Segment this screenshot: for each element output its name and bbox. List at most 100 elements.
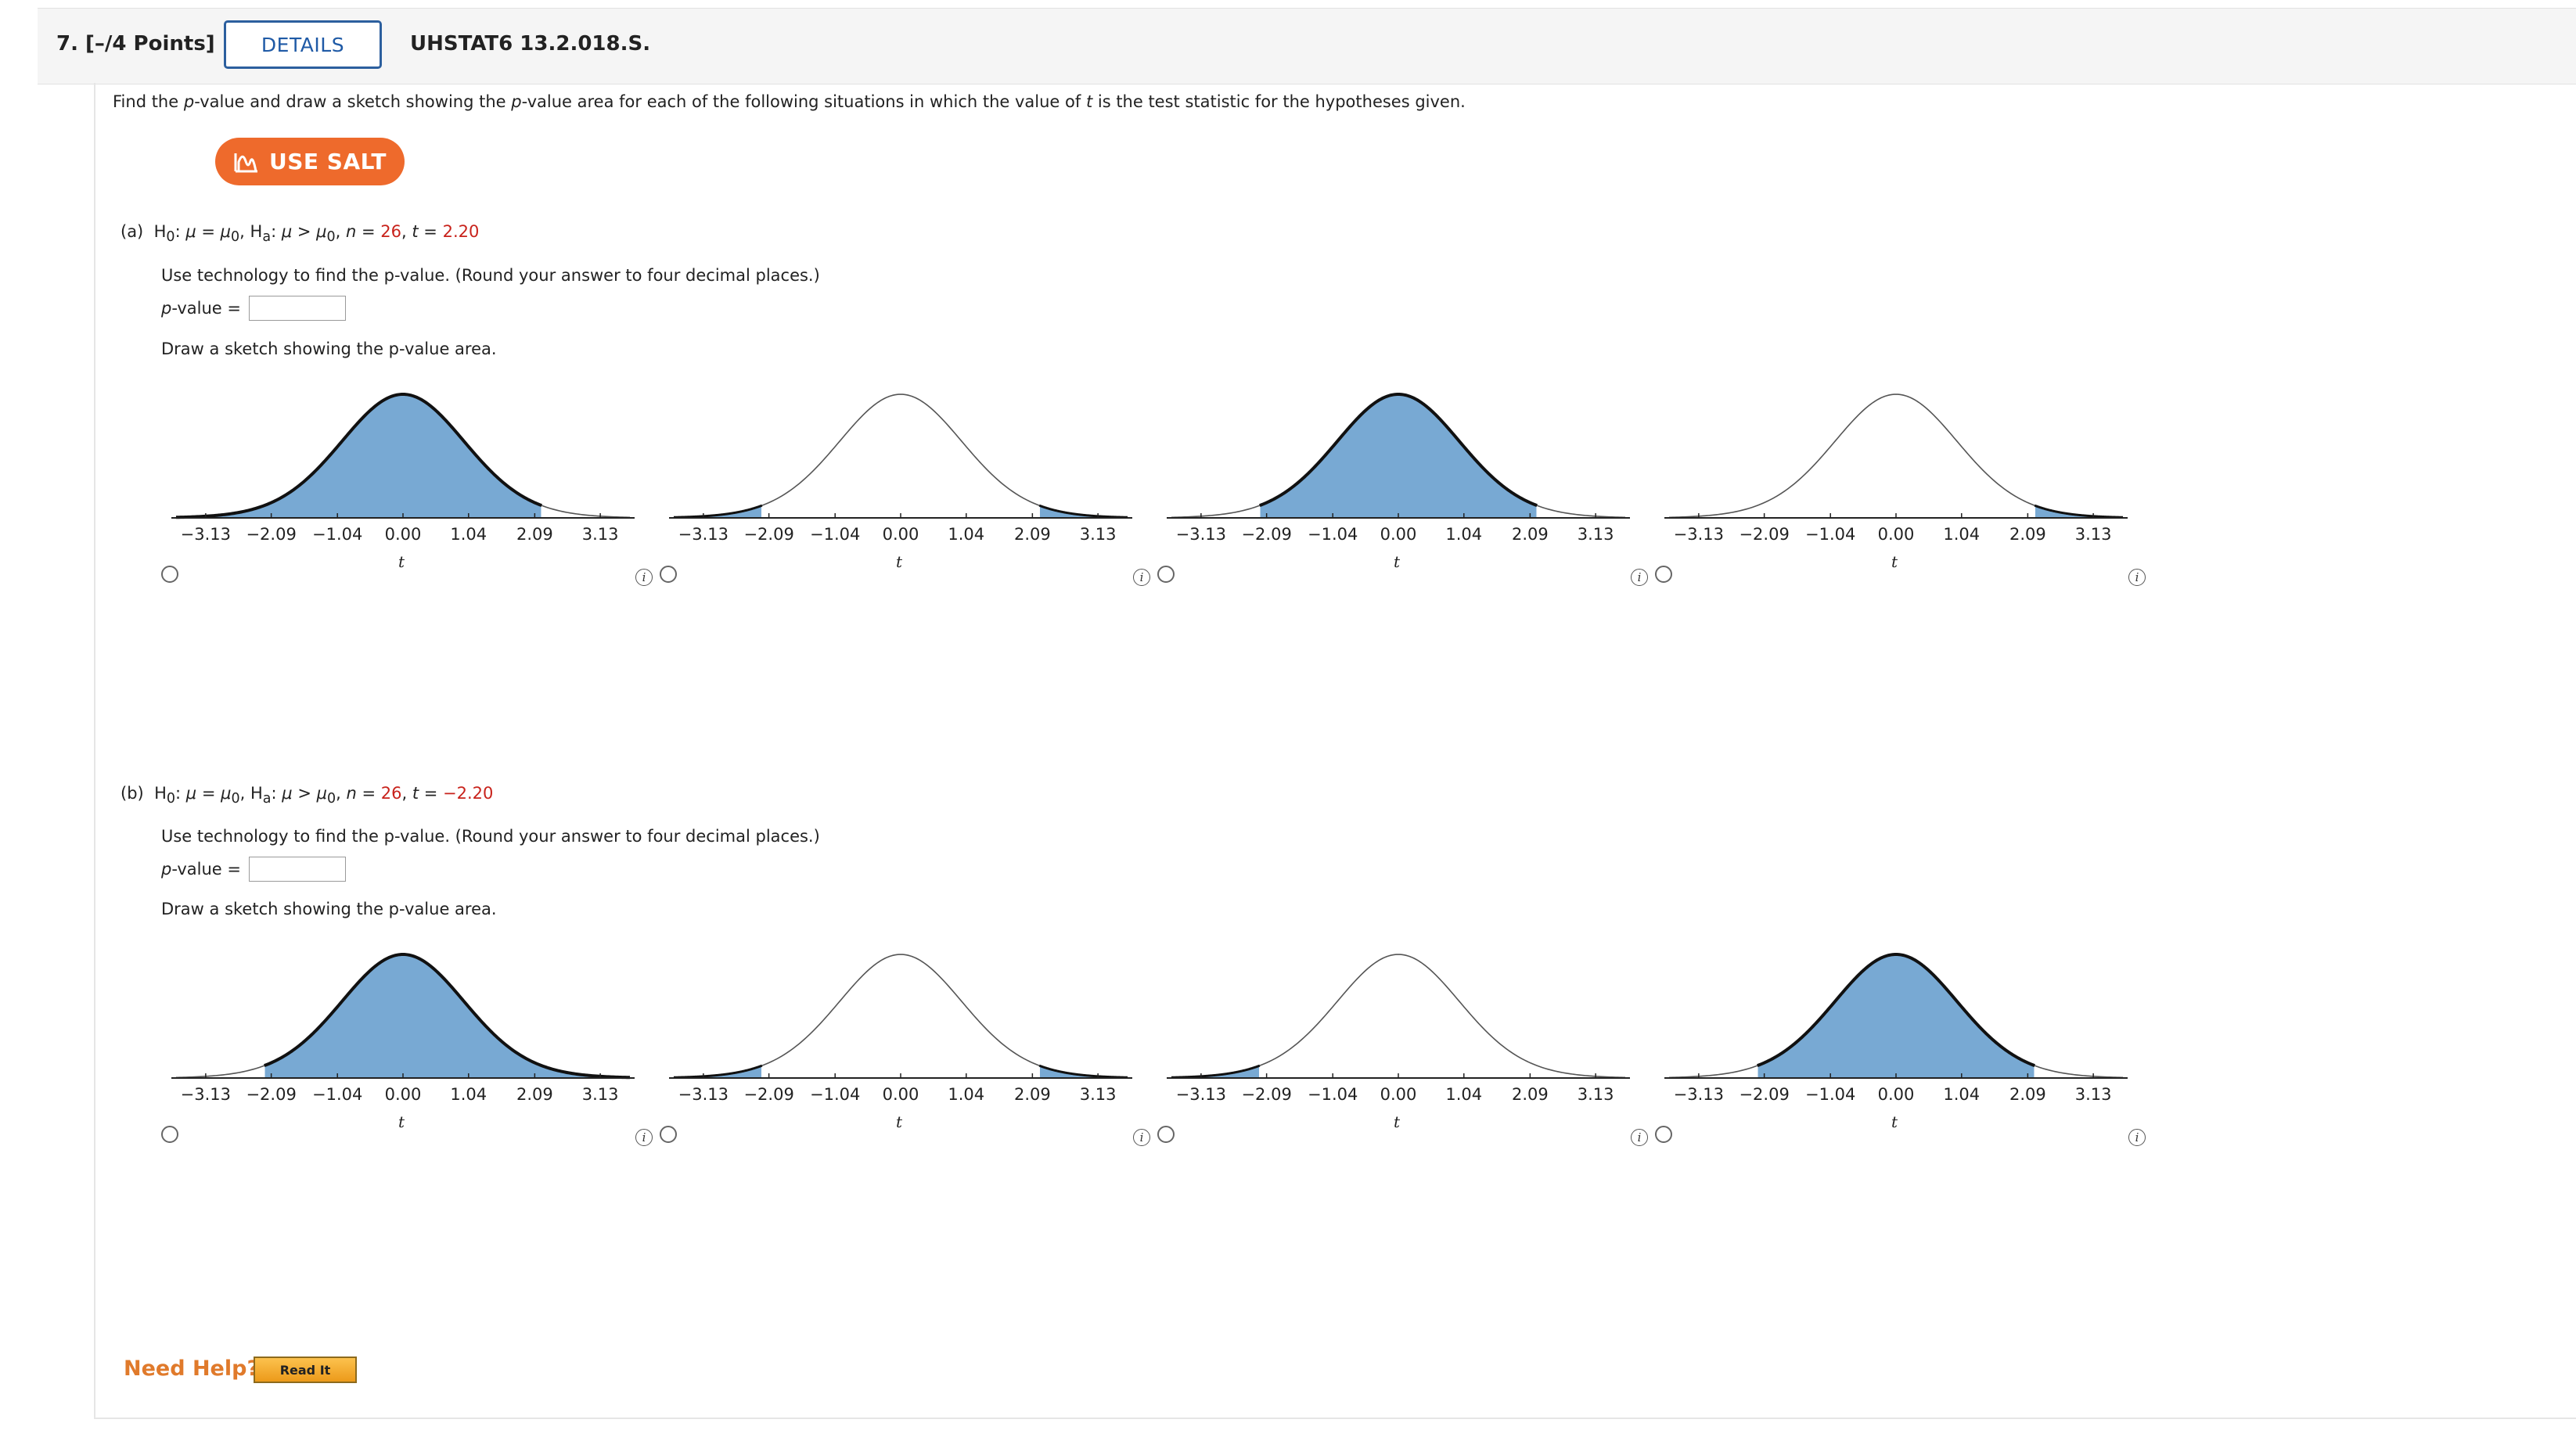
x-tick-label: −3.13 [181,1085,231,1104]
x-axis-title: t [1891,1112,1898,1131]
x-tick-label: −1.04 [1308,525,1358,544]
x-tick-label: 1.04 [948,1085,984,1104]
x-tick-label: 3.13 [2075,1085,2112,1104]
part-a-graph-1: −3.13 −2.09 −1.04 0.00 1.04 2.09 3.13 [168,390,638,546]
question-header: 7. [–/4 Points] DETAILS UHSTAT6 13.2.018… [38,8,2576,84]
part-b-prompt: Use technology to find the p-value. (Rou… [161,827,820,846]
x-tick-label: 0.00 [385,1085,422,1104]
x-tick-label: 0.00 [385,525,422,544]
part-b-n: 26 [380,784,402,803]
x-tick-label: −2.09 [1739,1085,1789,1104]
part-b-t: −2.20 [443,784,494,803]
density-curve-shaded [2034,504,2124,519]
part-b-hypotheses: (b) H0: μ = μ0, Ha: μ > μ0, n = 26, t = … [121,784,494,807]
density-curve-shaded [264,952,631,1080]
part-b-option-2-radio[interactable] [660,1126,677,1143]
part-a-graph-4: −3.13 −2.09 −1.04 0.00 1.04 2.09 3.13 [1661,390,2131,546]
shaded-region [2035,505,2123,518]
x-axis-title: t [398,1112,405,1131]
x-tick-label: −1.04 [312,525,362,544]
part-b-option-3-radio[interactable] [1157,1126,1175,1143]
read-it-button[interactable]: Read It [254,1357,357,1383]
x-tick-label: 0.00 [883,525,919,544]
info-icon[interactable]: i [2128,569,2146,586]
part-b-graph-3: −3.13 −2.09 −1.04 0.00 1.04 2.09 3.13 [1164,950,1633,1106]
question-number: 7. [–/4 Points] [56,32,215,56]
shaded-region [1039,1065,1128,1078]
x-tick-label: −1.04 [810,525,860,544]
x-tick-label: 1.04 [450,1085,487,1104]
part-b-graph-3-svg: −3.13 −2.09 −1.04 0.00 1.04 2.09 3.13 [1167,954,1630,1104]
part-a-option-2-radio[interactable] [660,566,677,583]
x-tick-label: −2.09 [246,1085,296,1104]
x-tick-label: −2.09 [1241,525,1291,544]
part-a-graph-2: −3.13 −2.09 −1.04 0.00 1.04 2.09 3.13 [666,390,1135,546]
x-tick-label: −2.09 [246,525,296,544]
info-icon[interactable]: i [1133,1129,1150,1146]
info-icon[interactable]: i [1133,569,1150,586]
x-tick-label: 2.09 [2009,525,2046,544]
density-curve-shaded [1038,1064,1128,1079]
info-icon[interactable]: i [635,1129,653,1146]
part-b-option-1-radio[interactable] [161,1126,178,1143]
x-tick-label: −1.04 [1805,1085,1855,1104]
info-icon[interactable]: i [635,569,653,586]
x-tick-label: −3.13 [1176,1085,1226,1104]
x-tick-label: 2.09 [516,1085,553,1104]
x-tick-label: −3.13 [1674,525,1724,544]
x-tick-label: −1.04 [312,1085,362,1104]
part-a-option-1-radio[interactable] [161,566,178,583]
part-b-graph-2: −3.13 −2.09 −1.04 0.00 1.04 2.09 3.13 [666,950,1135,1106]
part-b-pvalue-input[interactable] [249,857,346,882]
shaded-region [1757,954,2035,1078]
x-tick-label: 2.09 [1512,1085,1549,1104]
part-a-n: 26 [380,222,402,241]
part-a-graph-1-svg: −3.13 −2.09 −1.04 0.00 1.04 2.09 3.13 [171,392,635,544]
shaded-region [1171,1065,1260,1078]
x-tick-label: 3.13 [1578,525,1614,544]
x-tick-label: 1.04 [1943,525,1980,544]
shaded-region [1259,394,1538,518]
shaded-region [674,1065,762,1078]
x-axis-title: t [398,552,405,571]
part-b-option-4-radio[interactable] [1655,1126,1672,1143]
details-button[interactable]: DETAILS [224,20,382,69]
part-a-option-3-radio[interactable] [1157,566,1175,583]
part-a-prompt: Use technology to find the p-value. (Rou… [161,266,820,285]
x-tick-label: −3.13 [678,525,729,544]
info-icon[interactable]: i [2128,1129,2146,1146]
shaded-region [1039,505,1128,518]
x-tick-label: −3.13 [181,525,231,544]
x-tick-label: −1.04 [1805,525,1855,544]
x-axis-title: t [896,1112,903,1131]
x-tick-label: −3.13 [678,1085,729,1104]
part-b-graph-2-svg: −3.13 −2.09 −1.04 0.00 1.04 2.09 3.13 [669,954,1132,1104]
part-a-pvalue-input[interactable] [249,296,346,321]
part-a-option-4-radio[interactable] [1655,566,1672,583]
instructions-text: Find the p-value and draw a sketch showi… [113,92,1466,111]
x-tick-label: −2.09 [1241,1085,1291,1104]
shaded-region [674,505,762,518]
density-curve [673,393,1128,519]
question-body [94,83,2576,1419]
part-b-pvalue-label: p-value = [161,860,241,879]
info-icon[interactable]: i [1631,569,1648,586]
x-tick-label: 2.09 [1014,1085,1051,1104]
x-axis-title: t [1394,552,1401,571]
x-tick-label: 1.04 [1445,525,1482,544]
info-icon[interactable]: i [1631,1129,1648,1146]
part-a-t: 2.20 [442,222,480,241]
part-b-graph-1-svg: −3.13 −2.09 −1.04 0.00 1.04 2.09 3.13 [171,952,635,1104]
x-tick-label: 1.04 [948,525,984,544]
x-tick-label: 2.09 [2009,1085,2046,1104]
x-tick-label: 3.13 [582,525,619,544]
problem-code: UHSTAT6 13.2.018.S. [410,32,651,56]
use-salt-label: USE SALT [269,149,387,174]
part-a-graph-3: −3.13 −2.09 −1.04 0.00 1.04 2.09 3.13 [1164,390,1633,546]
salt-graph-icon [234,153,258,172]
x-tick-label: −3.13 [1176,525,1226,544]
use-salt-button[interactable]: USE SALT [215,138,405,185]
x-tick-label: 2.09 [1512,525,1549,544]
density-curve [1171,954,1626,1079]
